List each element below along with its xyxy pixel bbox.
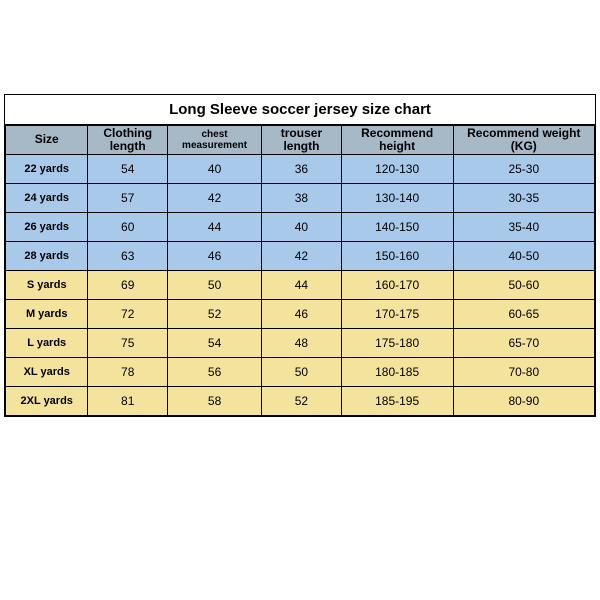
cell-value: 81: [88, 387, 168, 416]
col-rec-weight: Recommend weight (KG): [453, 126, 594, 155]
cell-value: 54: [167, 329, 261, 358]
cell-value: 160-170: [341, 271, 453, 300]
col-clothing: Clothing length: [88, 126, 168, 155]
cell-value: 38: [262, 184, 342, 213]
cell-size: M yards: [6, 300, 88, 329]
cell-value: 42: [262, 242, 342, 271]
table-row: M yards725246170-17560-65: [6, 300, 595, 329]
cell-value: 40: [262, 213, 342, 242]
cell-value: 130-140: [341, 184, 453, 213]
cell-value: 60: [88, 213, 168, 242]
size-chart-frame: Long Sleeve soccer jersey size chart Siz…: [4, 94, 596, 417]
table-row: XL yards785650180-18570-80: [6, 358, 595, 387]
cell-value: 46: [167, 242, 261, 271]
cell-value: 50: [167, 271, 261, 300]
cell-value: 185-195: [341, 387, 453, 416]
cell-value: 25-30: [453, 155, 594, 184]
cell-size: 28 yards: [6, 242, 88, 271]
cell-value: 75: [88, 329, 168, 358]
cell-value: 44: [262, 271, 342, 300]
col-size: Size: [6, 126, 88, 155]
cell-value: 42: [167, 184, 261, 213]
cell-value: 44: [167, 213, 261, 242]
cell-value: 80-90: [453, 387, 594, 416]
table-row: 2XL yards815852185-19580-90: [6, 387, 595, 416]
cell-size: 22 yards: [6, 155, 88, 184]
cell-value: 46: [262, 300, 342, 329]
cell-value: 50-60: [453, 271, 594, 300]
cell-value: 60-65: [453, 300, 594, 329]
cell-value: 78: [88, 358, 168, 387]
cell-value: 180-185: [341, 358, 453, 387]
cell-value: 36: [262, 155, 342, 184]
cell-value: 150-160: [341, 242, 453, 271]
table-row: 28 yards634642150-16040-50: [6, 242, 595, 271]
cell-size: 2XL yards: [6, 387, 88, 416]
cell-value: 52: [262, 387, 342, 416]
cell-value: 175-180: [341, 329, 453, 358]
table-row: L yards755448175-18065-70: [6, 329, 595, 358]
cell-value: 40-50: [453, 242, 594, 271]
header-row: Size Clothing length chest measurement t…: [6, 126, 595, 155]
cell-value: 54: [88, 155, 168, 184]
table-row: 22 yards544036120-13025-30: [6, 155, 595, 184]
cell-size: XL yards: [6, 358, 88, 387]
cell-size: 24 yards: [6, 184, 88, 213]
chart-title: Long Sleeve soccer jersey size chart: [5, 95, 595, 125]
cell-value: 35-40: [453, 213, 594, 242]
cell-value: 52: [167, 300, 261, 329]
cell-value: 63: [88, 242, 168, 271]
cell-value: 70-80: [453, 358, 594, 387]
cell-value: 170-175: [341, 300, 453, 329]
cell-value: 57: [88, 184, 168, 213]
cell-value: 56: [167, 358, 261, 387]
col-chest: chest measurement: [167, 126, 261, 155]
cell-size: S yards: [6, 271, 88, 300]
cell-value: 40: [167, 155, 261, 184]
cell-value: 72: [88, 300, 168, 329]
cell-size: 26 yards: [6, 213, 88, 242]
table-row: 26 yards604440140-15035-40: [6, 213, 595, 242]
table-row: 24 yards574238130-14030-35: [6, 184, 595, 213]
cell-value: 50: [262, 358, 342, 387]
col-trouser: trouser length: [262, 126, 342, 155]
cell-value: 30-35: [453, 184, 594, 213]
cell-value: 120-130: [341, 155, 453, 184]
size-chart-table: Size Clothing length chest measurement t…: [5, 125, 595, 416]
cell-size: L yards: [6, 329, 88, 358]
cell-value: 65-70: [453, 329, 594, 358]
table-row: S yards695044160-17050-60: [6, 271, 595, 300]
cell-value: 140-150: [341, 213, 453, 242]
cell-value: 69: [88, 271, 168, 300]
col-rec-height: Recommend height: [341, 126, 453, 155]
cell-value: 48: [262, 329, 342, 358]
cell-value: 58: [167, 387, 261, 416]
